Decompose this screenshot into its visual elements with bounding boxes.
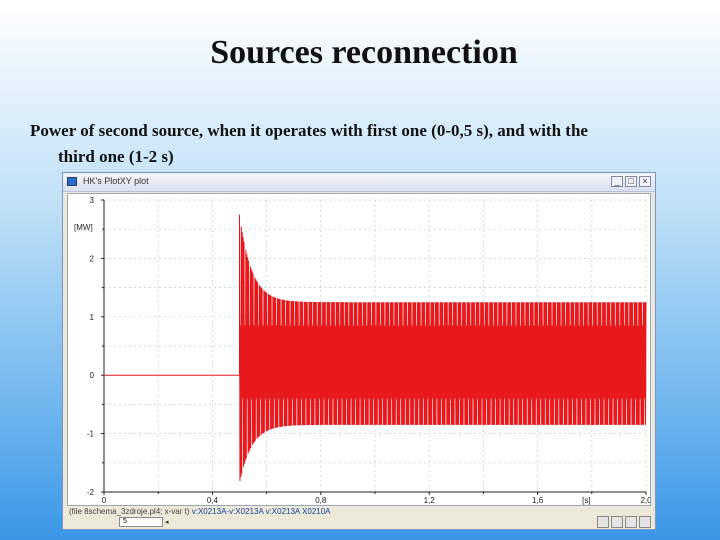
window-titlebar[interactable]: HK's PlotXY plot _ □ × bbox=[63, 173, 655, 192]
x-axis-label: [s] bbox=[582, 496, 590, 505]
maximize-button[interactable]: □ bbox=[625, 176, 637, 187]
status-file: (file 8schema_3zdroje.pl4; x-var t) bbox=[69, 507, 190, 516]
close-button[interactable]: × bbox=[639, 176, 651, 187]
power-chart: 3 2 1 0 -1 -2 0 0,4 0,8 1,2 1,6 2,0 [MW] [s] bbox=[74, 196, 652, 505]
slide-title: Sources reconnection bbox=[210, 34, 518, 71]
power-trace bbox=[104, 214, 647, 482]
status-line: (file 8schema_3zdroje.pl4; x-var t) v:X0… bbox=[69, 507, 331, 516]
y-tick-label: 2 bbox=[90, 254, 95, 263]
print-tool-icon[interactable] bbox=[625, 516, 637, 528]
plot-area[interactable]: 3 2 1 0 -1 -2 0 0,4 0,8 1,2 1,6 2,0 [MW] [s] bbox=[67, 193, 652, 506]
zoom-tool-icon[interactable] bbox=[597, 516, 609, 528]
slide-caption: Power of second source, when it operates… bbox=[30, 118, 700, 170]
minimize-button[interactable]: _ bbox=[611, 176, 623, 187]
y-tick-label: 3 bbox=[90, 196, 95, 205]
x-tick-label: 1,6 bbox=[532, 496, 544, 505]
caption-line-1: Power of second source, when it operates… bbox=[30, 121, 588, 140]
y-tick-label: 1 bbox=[90, 313, 95, 322]
cycle-spinner[interactable]: 5 bbox=[119, 517, 163, 527]
y-tick-label: -2 bbox=[87, 488, 95, 497]
status-vars: v:X0213A-v:X0213A v:X0213A X0210A bbox=[191, 507, 331, 516]
spinner-arrow-icon[interactable]: ◂ bbox=[165, 518, 169, 526]
settings-tool-icon[interactable] bbox=[639, 516, 651, 528]
x-tick-label: 0 bbox=[102, 496, 107, 505]
x-tick-label: 0,4 bbox=[207, 496, 219, 505]
x-tick-label: 1,2 bbox=[424, 496, 436, 505]
window-title: HK's PlotXY plot bbox=[83, 176, 149, 186]
caption-line-2: third one (1-2 s) bbox=[58, 147, 174, 166]
plot-window: HK's PlotXY plot _ □ × 3 2 1 0 -1 -2 0 0,4 0,8 1,… bbox=[62, 172, 656, 530]
app-icon bbox=[67, 177, 77, 186]
x-tick-label: 0,8 bbox=[315, 496, 327, 505]
y-tick-label: -1 bbox=[87, 430, 95, 439]
status-bar: (file 8schema_3zdroje.pl4; x-var t) v:X0… bbox=[65, 507, 653, 529]
copy-tool-icon[interactable] bbox=[611, 516, 623, 528]
y-axis-label: [MW] bbox=[74, 223, 93, 232]
x-tick-label: 2,0 bbox=[640, 496, 650, 505]
y-tick-label: 0 bbox=[90, 371, 95, 380]
